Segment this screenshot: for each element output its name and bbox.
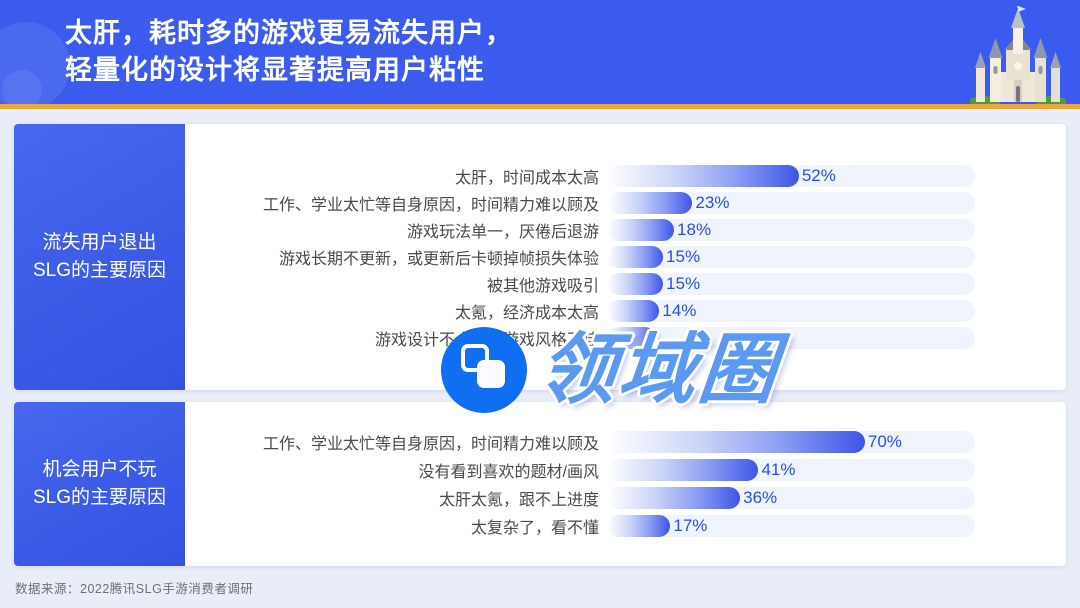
bar-row: 游戏长期不更新，或更新后卡顿掉帧损失体验 15% — [185, 246, 975, 268]
bar-fill — [608, 327, 656, 349]
bar-row: 游戏设计不合理，游戏风格不佳 — [185, 327, 975, 349]
chart2-bars: 工作、学业太忙等自身原因，时间精力难以顾及 70% 没有看到喜欢的题材/画风 41% 太… — [185, 402, 1066, 566]
bar-category-label: 被其他游戏吸引 — [486, 278, 599, 295]
bar-fill — [608, 515, 671, 537]
bar-value-label: 18% — [677, 220, 712, 239]
bar-track: 14% — [608, 300, 975, 322]
bar-track: 17% — [608, 515, 975, 537]
bar-value-label: 52% — [801, 166, 836, 185]
bar-row: 太氪，经济成本太高 14% — [185, 300, 975, 322]
bar-value-label: 17% — [673, 516, 708, 535]
chart1-title-line2: SLG的主要原因 — [32, 260, 167, 281]
page-title-line2: 轻量化的设计将显著提高用户粘性 — [65, 55, 485, 85]
bar-track: 18% — [608, 219, 975, 241]
bar-category-label: 工作、学业太忙等自身原因，时间精力难以顾及 — [262, 197, 599, 214]
bar-value-label: 70% — [867, 432, 902, 451]
bar-value-label: 15% — [666, 274, 701, 293]
bar-track: 23% — [608, 192, 975, 214]
chart2-title-line2: SLG的主要原因 — [32, 487, 167, 508]
bar-fill — [608, 459, 759, 481]
bar-track: 15% — [608, 273, 975, 295]
bar-value-label: 41% — [761, 460, 796, 479]
chart1-title: 流失用户退出 SLG的主要原因 — [14, 124, 185, 390]
decorative-circle — [0, 22, 70, 104]
bar-track: 70% — [608, 431, 975, 453]
page-title: 太肝，耗时多的游戏更易流失用户， 轻量化的设计将显著提高用户粘性 — [65, 15, 513, 89]
bar-row: 太肝太氪，跟不上进度 36% — [185, 487, 975, 509]
bar-fill — [608, 192, 693, 214]
chart1-title-line1: 流失用户退出 — [42, 232, 157, 253]
header-banner: 太肝，耗时多的游戏更易流失用户， 轻量化的设计将显著提高用户粘性 — [0, 0, 1080, 104]
bar-row: 太肝，时间成本太高 52% — [185, 165, 975, 187]
bar-row: 被其他游戏吸引 15% — [185, 273, 975, 295]
bar-value-label: 14% — [662, 301, 697, 320]
bar-fill — [608, 246, 664, 268]
bar-value-label: 15% — [666, 247, 701, 266]
bar-row: 游戏玩法单一，厌倦后退游 18% — [185, 219, 975, 241]
data-source-note: 数据来源：2022腾讯SLG手游消费者调研 — [15, 582, 254, 596]
bar-track: 41% — [608, 459, 975, 481]
header-divider — [0, 104, 1080, 109]
page-title-line1: 太肝，耗时多的游戏更易流失用户， — [65, 18, 513, 48]
section-opportunity-users: 机会用户不玩 SLG的主要原因 工作、学业太忙等自身原因，时间精力难以顾及 70%… — [14, 402, 1066, 566]
bar-fill — [608, 165, 799, 187]
bar-category-label: 太复杂了，看不懂 — [470, 520, 599, 537]
bar-track: 52% — [608, 165, 975, 187]
bar-fill — [608, 300, 660, 322]
bar-track: 15% — [608, 246, 975, 268]
bar-fill — [608, 431, 865, 453]
bar-category-label: 工作、学业太忙等自身原因，时间精力难以顾及 — [262, 436, 599, 453]
bar-row: 工作、学业太忙等自身原因，时间精力难以顾及 23% — [185, 192, 975, 214]
bar-fill — [608, 273, 664, 295]
bar-category-label: 游戏设计不合理，游戏风格不佳 — [374, 332, 599, 349]
bar-track: 36% — [608, 487, 975, 509]
bar-category-label: 游戏长期不更新，或更新后卡顿掉帧损失体验 — [278, 251, 599, 268]
chart2-title: 机会用户不玩 SLG的主要原因 — [14, 402, 185, 566]
bar-value-label: 23% — [695, 193, 730, 212]
chart1-bars: 太肝，时间成本太高 52% 工作、学业太忙等自身原因，时间精力难以顾及 23% 游戏玩法… — [185, 124, 1066, 390]
bar-category-label: 游戏玩法单一，厌倦后退游 — [406, 224, 599, 241]
bar-row: 没有看到喜欢的题材/画风 41% — [185, 459, 975, 481]
chart2-title-line1: 机会用户不玩 — [42, 459, 157, 480]
castle-icon — [970, 6, 1066, 104]
bar-category-label: 太肝太氪，跟不上进度 — [438, 492, 599, 509]
section-churned-users: 流失用户退出 SLG的主要原因 太肝，时间成本太高 52% 工作、学业太忙等自身原因… — [14, 124, 1066, 390]
bar-category-label: 没有看到喜欢的题材/画风 — [418, 464, 599, 481]
bar-fill — [608, 487, 741, 509]
bar-value-label: 36% — [743, 488, 778, 507]
bar-category-label: 太肝，时间成本太高 — [454, 170, 599, 187]
bar-row: 太复杂了，看不懂 17% — [185, 515, 975, 537]
decorative-circle — [2, 70, 42, 104]
bar-track — [608, 327, 975, 349]
bar-fill — [608, 219, 675, 241]
bar-row: 工作、学业太忙等自身原因，时间精力难以顾及 70% — [185, 431, 975, 453]
bar-category-label: 太氪，经济成本太高 — [454, 305, 599, 322]
